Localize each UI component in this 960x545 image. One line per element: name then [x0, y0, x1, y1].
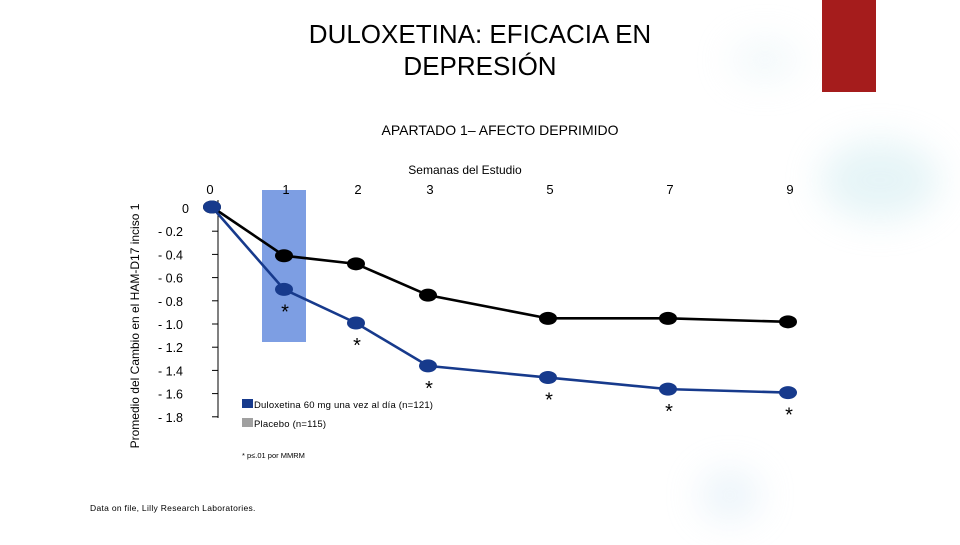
- x-tick-label: 1: [282, 182, 289, 197]
- data-point: [659, 382, 677, 396]
- x-tick-label: 2: [354, 182, 361, 197]
- significance-marker: *: [353, 335, 361, 357]
- y-tick-label: - 1.4: [158, 364, 183, 378]
- y-tick-label: - 0.8: [158, 295, 183, 309]
- data-point: [779, 386, 797, 400]
- y-tick-label: - 0.4: [158, 248, 183, 262]
- data-point: [419, 288, 437, 302]
- x-tick-label: 7: [666, 182, 673, 197]
- x-axis-label: Semanas del Estudio: [408, 163, 522, 177]
- slide-subtitle: APARTADO 1– AFECTO DEPRIMIDO: [381, 122, 619, 138]
- legend-swatch: [242, 418, 253, 427]
- x-tick-label: 3: [426, 182, 433, 197]
- data-point: [539, 311, 557, 325]
- y-tick-label: - 1.0: [158, 318, 183, 332]
- x-tick-label: 0: [206, 182, 213, 197]
- legend-label: Duloxetina 60 mg una vez al día (n=121): [254, 400, 433, 411]
- data-point: [539, 371, 557, 385]
- y-tick-label: - 0.2: [158, 225, 183, 239]
- y-tick-label: - 1.2: [158, 341, 183, 355]
- slide-title-line2: DEPRESIÓN: [403, 51, 557, 81]
- data-point: [275, 282, 293, 296]
- y-axis-label: Promedio del Cambio en el HAM-D17 inciso…: [128, 203, 142, 448]
- legend-swatch: [242, 399, 253, 408]
- y-tick-label: - 0.6: [158, 272, 183, 286]
- slide-title: DULOXETINA: EFICACIA EN DEPRESIÓN: [270, 18, 690, 82]
- week-highlight-band: [262, 190, 306, 342]
- significance-marker: *: [665, 401, 673, 423]
- data-point: [347, 316, 365, 330]
- significance-marker: *: [785, 405, 793, 427]
- x-tick-label: 9: [786, 182, 793, 197]
- significance-marker: *: [425, 378, 433, 400]
- y-tick-label: 0: [182, 202, 189, 216]
- data-point: [659, 311, 677, 325]
- accent-bar: [822, 0, 876, 92]
- legend-label: Placebo (n=115): [254, 419, 326, 430]
- y-tick-label: - 1.8: [158, 411, 183, 425]
- source-note: Data on file, Lilly Research Laboratorie…: [90, 503, 256, 513]
- data-point: [275, 249, 293, 263]
- data-point: [779, 315, 797, 329]
- significance-marker: *: [545, 390, 553, 412]
- significance-marker: *: [281, 301, 289, 323]
- slide-title-line1: DULOXETINA: EFICACIA EN: [308, 19, 652, 49]
- data-point: [203, 200, 221, 214]
- significance-note: * p≤.01 por MMRM: [242, 451, 305, 460]
- data-point: [419, 359, 437, 373]
- data-point: [347, 257, 365, 271]
- y-tick-label: - 1.6: [158, 388, 183, 402]
- x-tick-label: 5: [546, 182, 553, 197]
